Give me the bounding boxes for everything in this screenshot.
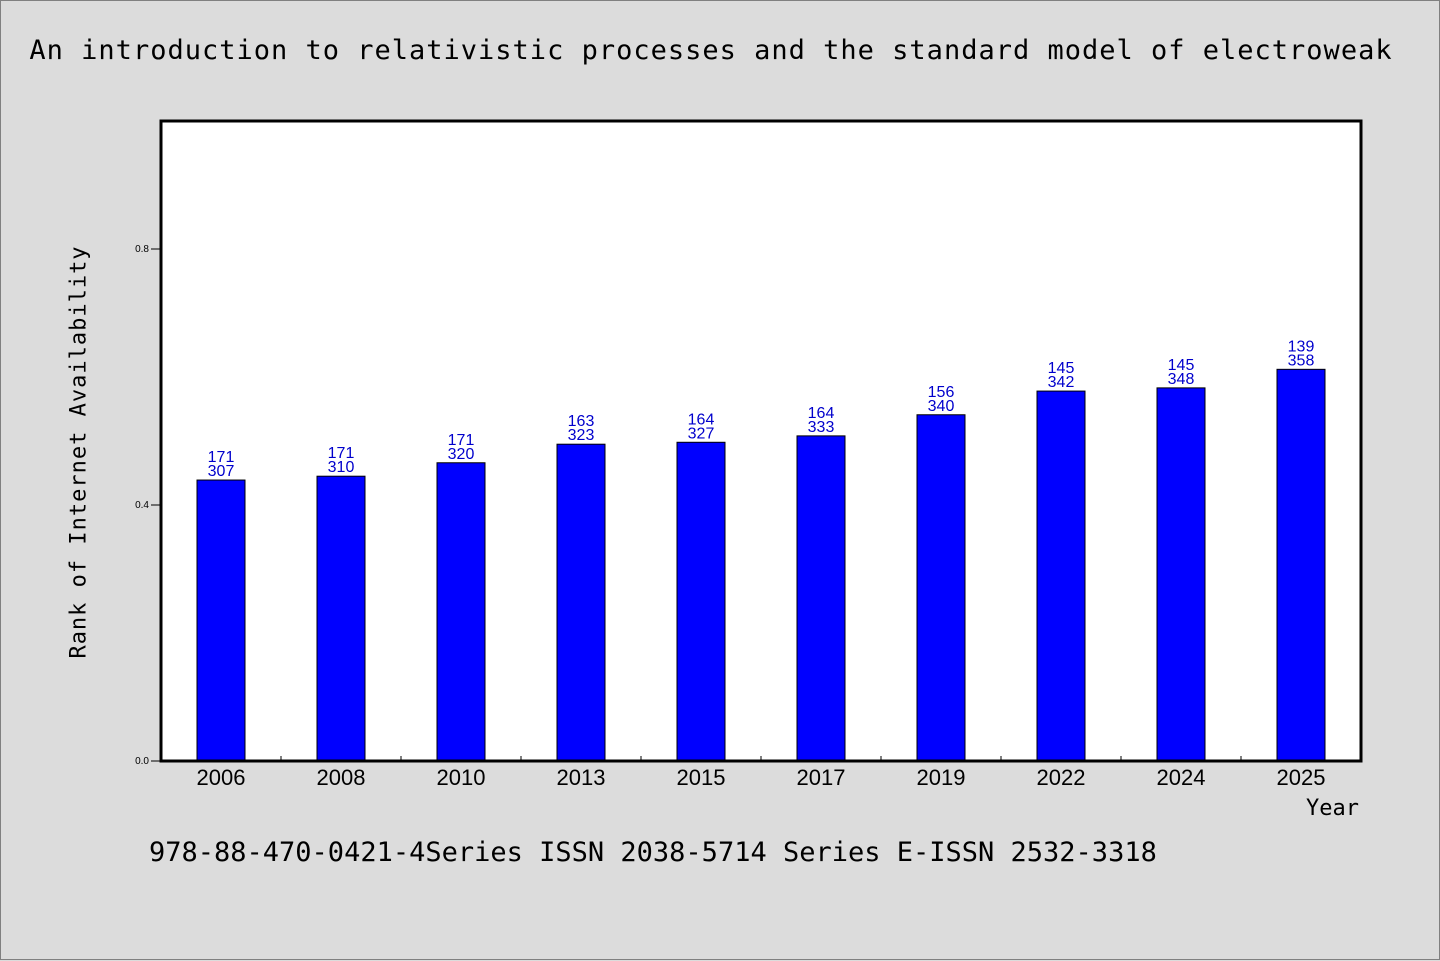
- bar-label-bottom: 307: [208, 463, 235, 480]
- x-tick-label: 2006: [197, 765, 246, 790]
- bar-label-bottom: 327: [688, 425, 715, 442]
- bar-label-top: 163: [568, 413, 595, 430]
- bar-label-bottom: 310: [328, 459, 355, 476]
- plot-border: [159, 119, 1363, 763]
- bar-label-bottom: 323: [568, 427, 595, 444]
- bar-label-bottom: 340: [928, 398, 955, 415]
- x-tick-label: 2015: [677, 765, 726, 790]
- bar-2006: [196, 479, 246, 762]
- x-tick-label: 2017: [797, 765, 846, 790]
- bar-2017: [796, 435, 846, 762]
- x-tick-label: 2008: [317, 765, 366, 790]
- bar-label-bottom: 348: [1168, 371, 1195, 388]
- bar-label-top: 171: [208, 449, 235, 466]
- x-tick-label: 2025: [1277, 765, 1326, 790]
- bar-2024: [1156, 387, 1206, 762]
- bar-label-top: 145: [1168, 357, 1195, 374]
- y-tick-label: 0.4: [135, 500, 149, 511]
- bar-label-top: 171: [328, 445, 355, 462]
- bar-2022: [1036, 390, 1086, 762]
- bar-label-top: 171: [448, 432, 475, 449]
- bar-2013: [556, 443, 606, 762]
- bar-label-top: 139: [1288, 338, 1315, 355]
- chart-title: An introduction to relativistic processe…: [29, 35, 1393, 66]
- bar-label-top: 164: [808, 405, 835, 422]
- bar-2010: [436, 462, 486, 762]
- y-tick-label: 0.0: [135, 756, 149, 767]
- x-tick-label: 2022: [1037, 765, 1086, 790]
- y-tick-label: 0.8: [135, 244, 149, 255]
- x-tick-label: 2010: [437, 765, 486, 790]
- bar-2025: [1276, 368, 1326, 762]
- isbn-footer: 978-88-470-0421-4Series ISSN 2038-5714 S…: [149, 837, 1157, 868]
- x-tick-label: 2019: [917, 765, 966, 790]
- bar-label-bottom: 358: [1288, 352, 1315, 369]
- bar-label-bottom: 320: [448, 446, 475, 463]
- bar-label-bottom: 342: [1048, 374, 1075, 391]
- bar-label-top: 156: [928, 384, 955, 401]
- x-tick-label: 2024: [1157, 765, 1206, 790]
- bar-label-bottom: 333: [808, 419, 835, 436]
- x-tick-label: 2013: [557, 765, 606, 790]
- x-axis-label: Year: [1306, 796, 1359, 821]
- bar-2015: [676, 441, 726, 762]
- bar-label-top: 164: [688, 411, 715, 428]
- bar-label-top: 145: [1048, 360, 1075, 377]
- bar-2008: [316, 475, 366, 762]
- bar-2019: [916, 414, 966, 762]
